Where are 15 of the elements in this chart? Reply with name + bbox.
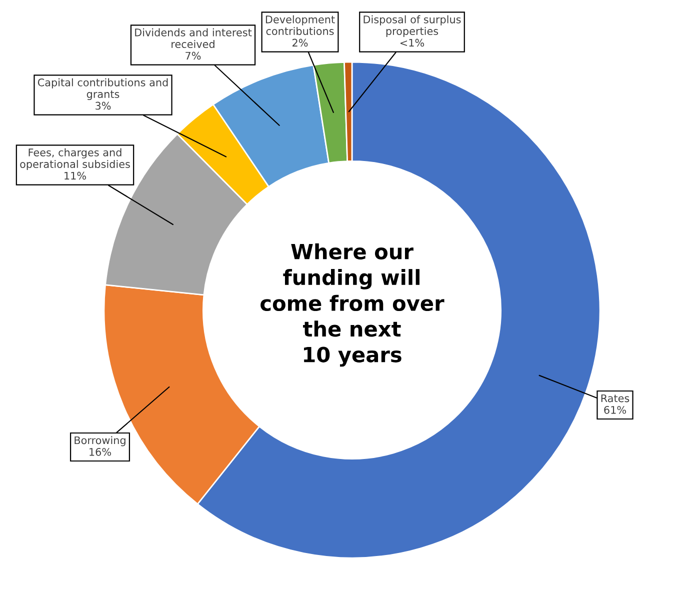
data-label: 3% [96,102,111,110]
data-label: 11% [64,172,86,180]
slice-label: Borrowing [74,436,126,446]
data-label: <1% [400,38,424,47]
data-label: 7% [186,52,201,60]
slice-label: Rates [601,394,630,402]
data-label: 61% [604,406,626,414]
text: Where our funding will come from over the next 10 years [260,243,444,367]
data-label: 16% [90,448,111,456]
slice-label: Dividends and interest received [135,28,252,48]
slice-label: Fees, charges and operational subsidies [20,148,130,170]
data-label: 2% [292,38,308,47]
slice-label: Disposal of surplus properties [364,15,461,38]
slice-label: Development contributions [266,15,335,36]
slice-label: Capital contributions and grants [38,78,168,100]
